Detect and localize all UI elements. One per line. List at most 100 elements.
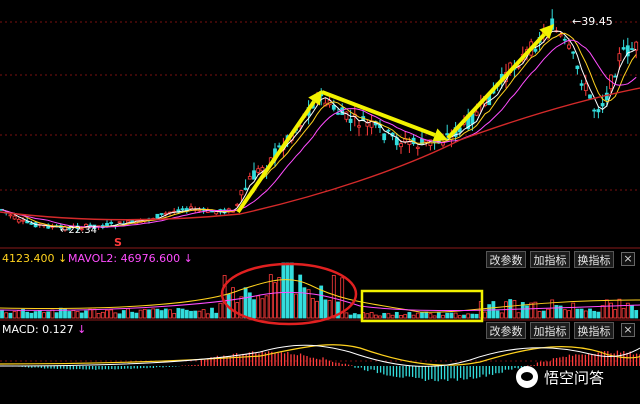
candle-body (189, 206, 193, 210)
volume-bar (285, 262, 290, 319)
volume-switch-indicator-button[interactable]: 换指标 (574, 251, 614, 268)
volume-bar (571, 302, 576, 319)
volume-bar (37, 310, 42, 319)
volume-bar (88, 308, 93, 319)
candle-body (382, 133, 387, 141)
volume-bar (46, 311, 51, 319)
volume-bar (96, 313, 101, 319)
candle-body (600, 103, 605, 107)
volume-bar (42, 312, 46, 319)
volume-bar (155, 308, 160, 319)
volume-bar (58, 307, 63, 319)
volume-bar (441, 314, 445, 319)
volume-add-indicator-button[interactable]: 加指标 (530, 251, 570, 268)
candle-body (415, 146, 420, 149)
candle-body (588, 94, 592, 99)
candle-body (445, 133, 450, 136)
wukong-logo-icon (516, 366, 538, 388)
volume-bar (348, 314, 353, 319)
macd-edit-params-button[interactable]: 改参数 (486, 322, 526, 339)
volume-bar (550, 299, 555, 319)
volume-bar (105, 309, 109, 319)
volume-bar (319, 285, 324, 319)
volume-bar (373, 314, 378, 319)
macd-switch-indicator-button[interactable]: 换指标 (574, 322, 614, 339)
candle-body (214, 211, 219, 215)
volume-bar (554, 305, 559, 319)
candle-body (348, 118, 353, 123)
volume-bar (424, 311, 429, 319)
volume-bar (432, 315, 437, 319)
volume-bar (306, 289, 311, 319)
candle-body (621, 47, 626, 50)
volume-bar (462, 314, 466, 319)
volume-bar (256, 295, 261, 319)
volume-bar (609, 302, 613, 319)
volume-bar (470, 313, 475, 319)
volume-bar (630, 305, 634, 319)
volume-bar (294, 293, 298, 319)
volume-bar (399, 314, 403, 319)
volume-bar (298, 274, 303, 319)
candle-body (331, 104, 336, 110)
volume-bar (281, 262, 286, 319)
volume-bar (529, 302, 534, 319)
volume-bar (407, 312, 412, 319)
volume-bar (67, 311, 72, 319)
candle-body (260, 167, 265, 172)
peak-price-label: ←39.45 (572, 15, 613, 28)
volume-bar (264, 295, 269, 319)
candle-body (180, 208, 185, 211)
volume-bar (121, 310, 126, 319)
moving-average-lines (0, 30, 640, 229)
candle-body (256, 168, 261, 173)
candle-body (424, 140, 429, 143)
trend-arrow-head (308, 90, 322, 106)
volume-bar (495, 310, 500, 319)
mavol2-line (0, 291, 640, 312)
candle-body (474, 111, 479, 116)
volume-bar (378, 315, 382, 319)
candle-body (592, 109, 597, 112)
volume-bar (420, 312, 424, 319)
candle-body (159, 213, 164, 215)
annotations (220, 24, 554, 326)
volume-bar (302, 287, 307, 319)
volume-bar (365, 313, 370, 319)
volume-bar (0, 309, 4, 319)
volume-bar (260, 298, 265, 319)
volume-bar (100, 311, 105, 319)
volume-bar (457, 315, 462, 319)
volume-bar (592, 310, 597, 319)
volume-bar (323, 299, 328, 319)
volume-bar (84, 310, 88, 319)
volume-bar (289, 262, 294, 319)
candle-body (16, 219, 21, 223)
watermark-text: 悟空问答 (544, 368, 605, 387)
volume-bar (428, 313, 433, 319)
volume-bar (508, 299, 513, 319)
volume-bar (546, 308, 550, 319)
mavol1-value: 4123.400 ↓ (2, 252, 68, 265)
volume-bar (33, 311, 38, 319)
candle-body (344, 111, 349, 120)
volume-bar (453, 312, 458, 319)
volume-bar (71, 310, 76, 319)
volume-close-icon[interactable]: × (621, 252, 635, 266)
volume-bar (516, 312, 521, 319)
candle-body (634, 41, 639, 51)
macd-add-indicator-button[interactable]: 加指标 (530, 322, 570, 339)
candle-body (252, 170, 256, 180)
macd-close-icon[interactable]: × (621, 323, 635, 337)
ma5-line (1, 30, 637, 229)
volume-bar (21, 309, 25, 319)
volume-bar (210, 307, 214, 319)
volume-bar (357, 314, 361, 319)
candle-body (243, 187, 248, 190)
volume-bar (168, 309, 172, 319)
volume-annotation-box (360, 289, 484, 323)
volume-edit-params-button[interactable]: 改参数 (486, 251, 526, 268)
volume-bar (562, 309, 567, 319)
volume-bar (29, 312, 34, 319)
